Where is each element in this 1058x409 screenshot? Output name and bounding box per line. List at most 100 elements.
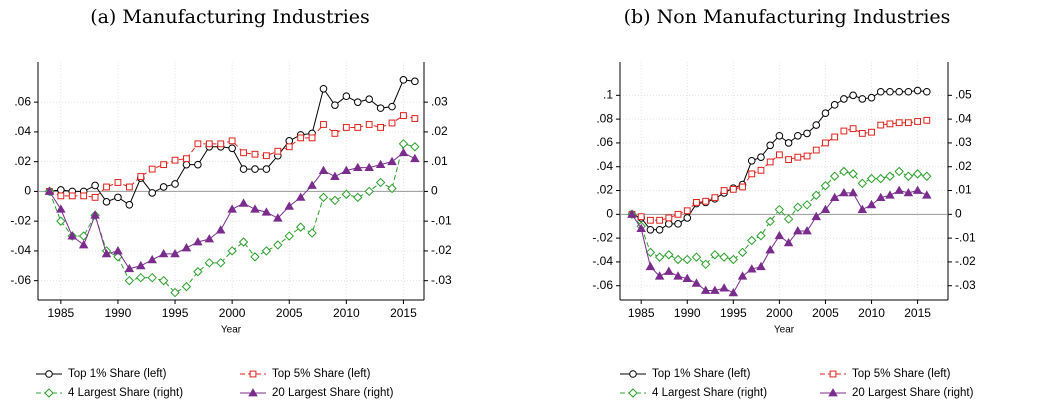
marker	[802, 226, 812, 235]
marker	[665, 214, 673, 222]
marker	[923, 116, 931, 124]
marker	[914, 118, 921, 125]
x-axis-label: Year	[774, 325, 795, 336]
legend-label: Top 1% Share (left)	[68, 368, 167, 380]
x-tick-label: 2015	[904, 306, 931, 320]
marker	[673, 254, 683, 265]
marker	[410, 153, 420, 163]
marker	[784, 139, 793, 147]
marker	[342, 92, 351, 101]
marker	[775, 151, 783, 159]
marker	[160, 161, 168, 169]
marker	[68, 192, 76, 200]
marker	[136, 260, 146, 270]
marker	[353, 162, 363, 172]
marker	[125, 183, 133, 191]
marker	[284, 201, 295, 210]
marker	[646, 225, 655, 234]
marker	[830, 101, 839, 109]
x-tick-label: 1990	[674, 306, 701, 320]
marker	[849, 91, 857, 100]
marker	[820, 181, 831, 191]
marker	[57, 192, 65, 200]
marker	[858, 130, 866, 137]
marker	[748, 170, 756, 178]
legend-label: 20 Largest Share (right)	[272, 387, 394, 399]
marker	[170, 248, 180, 258]
marker	[148, 189, 157, 197]
marker	[295, 222, 306, 232]
marker	[691, 252, 702, 262]
y-tick-label: -.06	[592, 278, 613, 292]
marker	[840, 127, 848, 135]
marker	[831, 133, 839, 141]
marker	[136, 272, 146, 283]
marker	[765, 216, 775, 227]
marker	[147, 272, 157, 283]
marker	[308, 134, 316, 142]
marker	[647, 216, 654, 224]
marker	[376, 104, 385, 112]
marker	[78, 231, 89, 241]
marker	[375, 159, 386, 169]
marker	[318, 192, 329, 203]
marker	[895, 119, 903, 127]
legend-label: Top 5% Share (left)	[272, 368, 371, 380]
marker	[627, 209, 637, 218]
marker	[238, 237, 249, 247]
marker	[693, 199, 700, 206]
marker	[78, 240, 89, 249]
marker	[261, 207, 272, 216]
marker	[307, 228, 317, 238]
x-tick-label: 2000	[219, 306, 246, 320]
legend-label: 4 Largest Share (right)	[68, 387, 183, 399]
marker	[80, 192, 88, 200]
y2-tick-label: 0	[955, 206, 962, 220]
marker	[183, 155, 190, 163]
marker	[354, 124, 362, 131]
marker	[876, 87, 885, 96]
marker	[365, 121, 373, 128]
legend-marker	[45, 370, 53, 378]
marker	[757, 166, 765, 174]
marker	[829, 192, 840, 202]
marker	[728, 287, 739, 297]
x-tick-label: 2010	[858, 306, 885, 320]
marker	[868, 128, 875, 136]
marker	[90, 210, 100, 219]
marker	[330, 171, 340, 180]
marker	[400, 112, 407, 119]
marker	[636, 223, 646, 232]
y-tick-label: -.04	[592, 254, 613, 268]
marker	[774, 230, 785, 240]
marker	[803, 129, 811, 138]
marker	[284, 231, 294, 241]
marker	[739, 183, 746, 191]
marker	[719, 283, 729, 292]
marker	[857, 178, 868, 189]
marker	[353, 192, 363, 203]
marker	[700, 259, 711, 270]
marker	[894, 185, 904, 194]
marker	[410, 142, 420, 152]
marker	[364, 162, 374, 172]
marker	[729, 185, 737, 193]
marker	[885, 190, 895, 199]
marker	[320, 121, 327, 128]
x-tick-label: 1990	[105, 306, 132, 320]
marker	[227, 246, 237, 256]
marker	[683, 207, 691, 215]
y2-tick-label: .04	[955, 111, 972, 125]
y2-tick-label: .01	[431, 154, 448, 168]
y2-tick-label: -.03	[955, 278, 976, 292]
marker	[227, 204, 237, 213]
marker	[886, 87, 894, 96]
marker	[803, 152, 811, 160]
marker	[783, 214, 794, 224]
marker	[711, 194, 719, 202]
x-tick-label: 2005	[276, 306, 303, 320]
marker	[170, 287, 180, 298]
chart-title: (b) Non Manufacturing Industries	[624, 6, 951, 28]
marker	[866, 173, 877, 184]
